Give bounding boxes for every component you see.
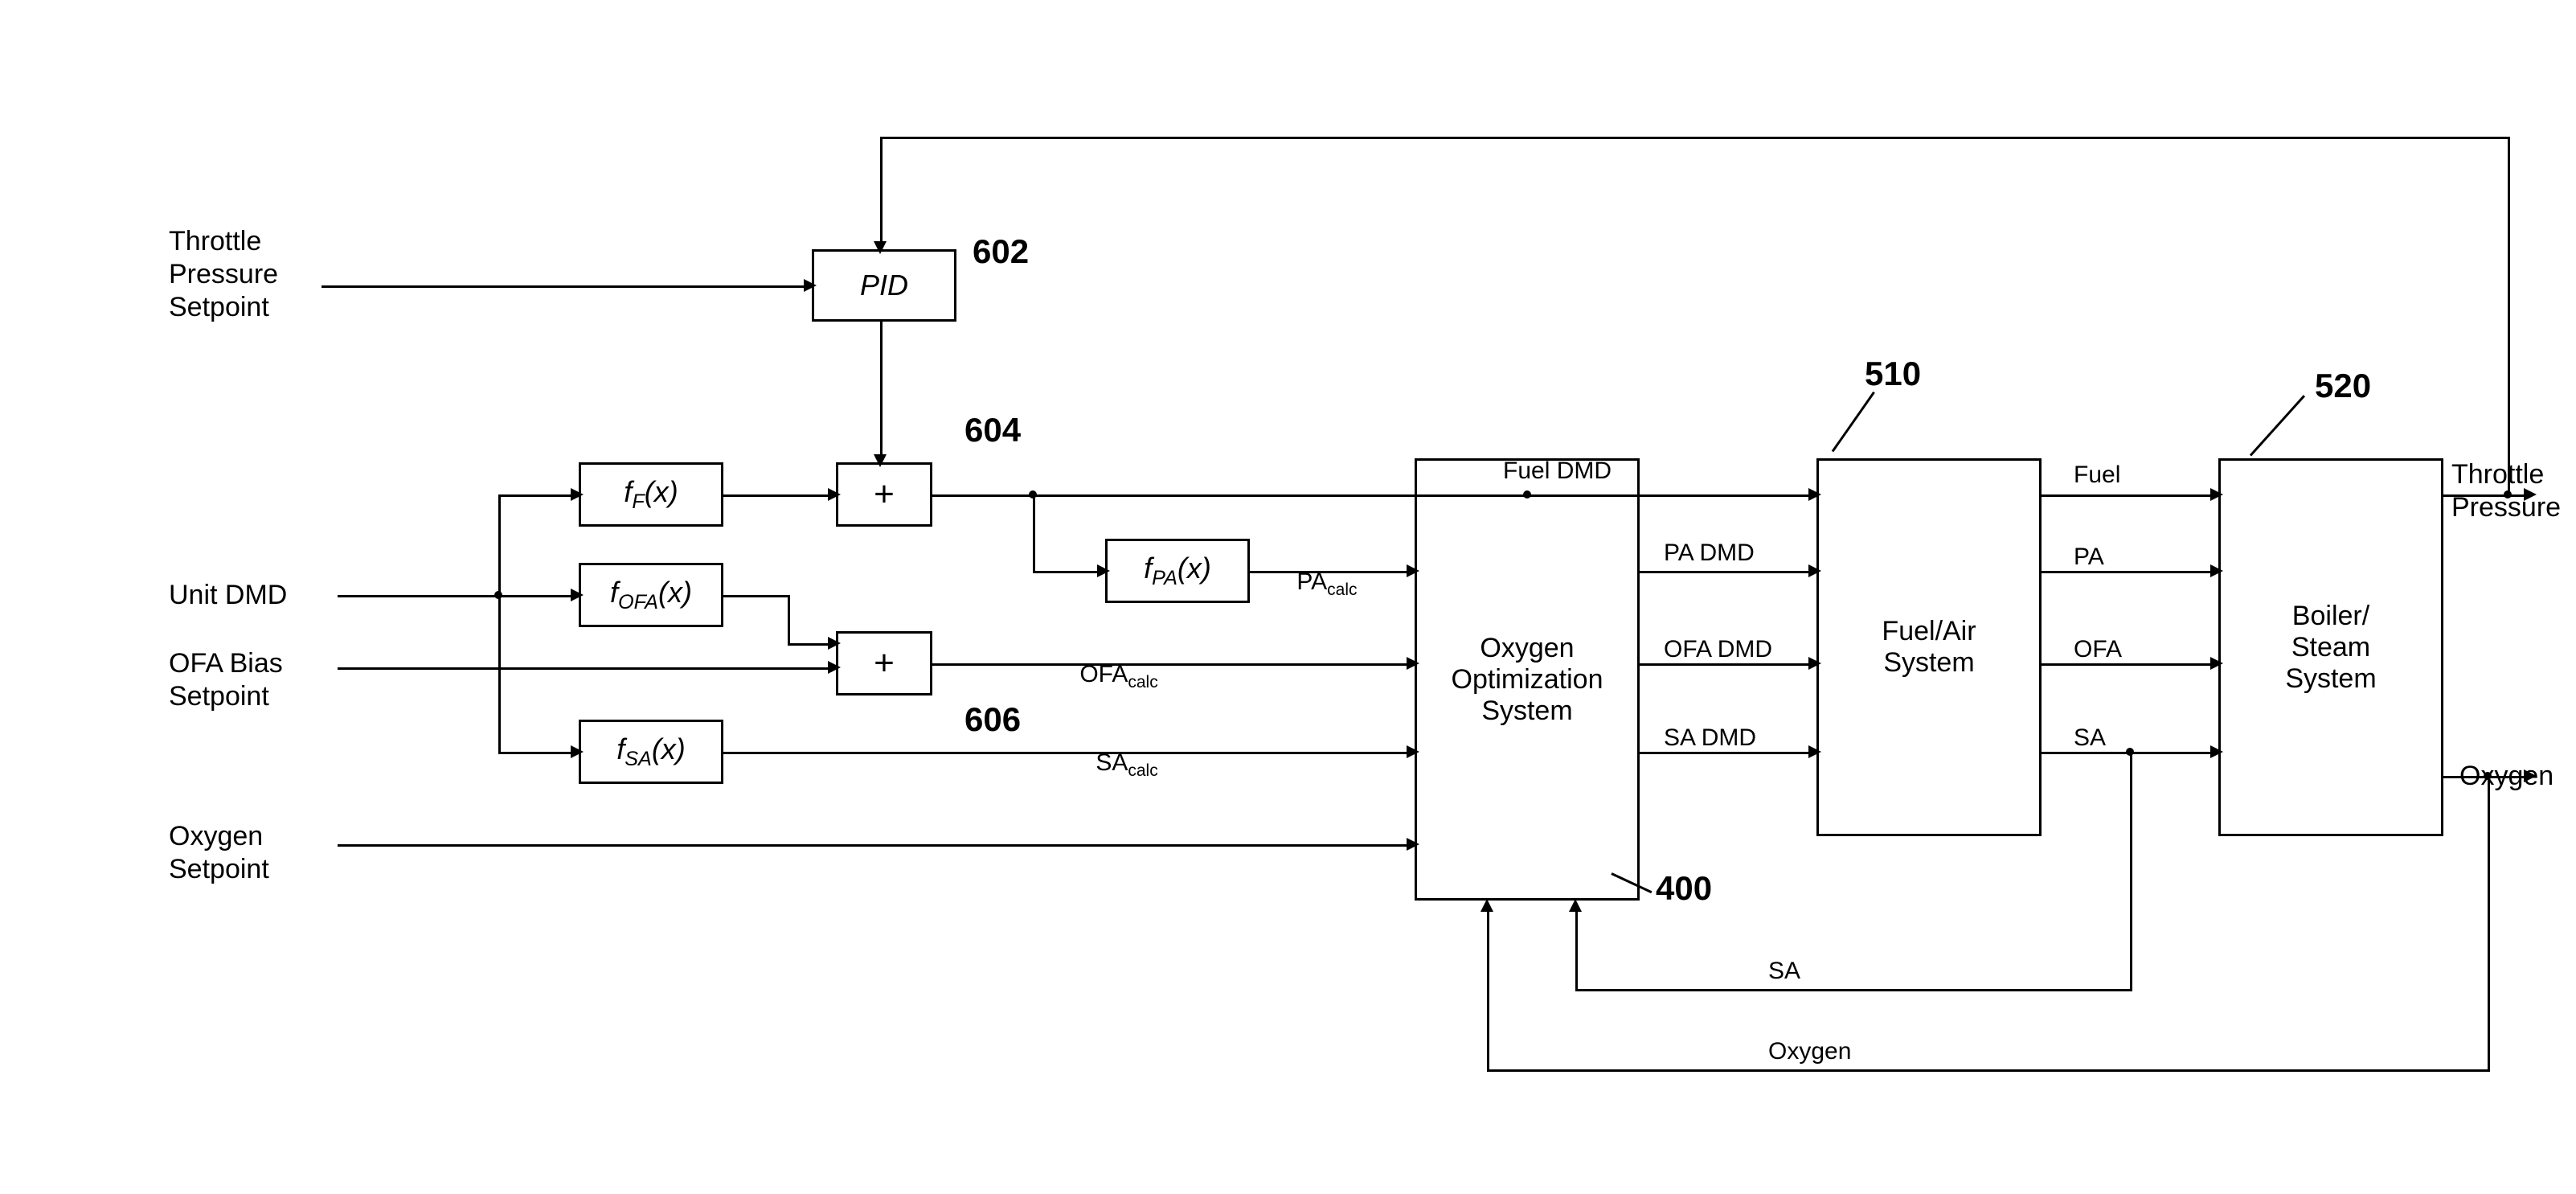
fuel-air-block: Fuel/Air System bbox=[1816, 458, 2042, 836]
f-ofa-label: fOFA(x) bbox=[610, 576, 692, 614]
pa-label: PA bbox=[2074, 543, 2104, 572]
oxygen-fb-label: Oxygen bbox=[1768, 1037, 1851, 1066]
fuel-dmd-label: Fuel DMD bbox=[1503, 457, 1612, 486]
ofa-bias-label: OFA Bias Setpoint bbox=[169, 647, 283, 713]
oxygen-setpoint-label: Oxygen Setpoint bbox=[169, 820, 269, 886]
sa-dmd-label: SA DMD bbox=[1664, 724, 1756, 753]
pid-label: PID bbox=[860, 269, 908, 302]
pa-dmd-label: PA DMD bbox=[1664, 539, 1755, 568]
f-pa-label: fPA(x) bbox=[1144, 552, 1211, 590]
boiler-ref-lead bbox=[2250, 395, 2305, 456]
sum2-label: + bbox=[874, 643, 895, 683]
f-pa-block: fPA(x) bbox=[1105, 539, 1250, 603]
oxygen-opt-ref: 400 bbox=[1656, 868, 1712, 909]
pid-ref: 602 bbox=[973, 232, 1029, 272]
fuel-air-label: Fuel/Air System bbox=[1882, 616, 1976, 679]
throttle-setpoint-label: Throttle Pressure Setpoint bbox=[169, 225, 278, 323]
sa-fb-label: SA bbox=[1768, 957, 1800, 986]
block-diagram: PID 602 fF(x) fOFA(x) fSA(x) + 604 + 606… bbox=[0, 0, 2576, 1194]
f-sa-block: fSA(x) bbox=[579, 720, 723, 784]
unit-dmd-label: Unit DMD bbox=[169, 579, 287, 612]
pid-block: PID bbox=[812, 249, 956, 322]
sa-label: SA bbox=[2074, 724, 2106, 753]
sum1-ref: 604 bbox=[964, 410, 1021, 450]
sum1-block: + bbox=[836, 462, 932, 527]
ofa-dmd-label: OFA DMD bbox=[1664, 635, 1772, 664]
f-sa-label: fSA(x) bbox=[616, 732, 686, 771]
fuel-air-ref: 510 bbox=[1865, 354, 1921, 394]
oxygen-opt-label: Oxygen Optimization System bbox=[1452, 633, 1603, 727]
boiler-label: Boiler/ Steam System bbox=[2285, 601, 2376, 695]
fuel-air-ref-lead bbox=[1832, 392, 1875, 452]
f-f-label: fF(x) bbox=[624, 475, 678, 514]
oxygen-opt-block: Oxygen Optimization System bbox=[1415, 458, 1640, 901]
ofa-label: OFA bbox=[2074, 635, 2122, 664]
sum2-block: + bbox=[836, 631, 932, 695]
boiler-ref: 520 bbox=[2315, 366, 2371, 406]
f-f-block: fF(x) bbox=[579, 462, 723, 527]
sum2-ref: 606 bbox=[964, 700, 1021, 740]
boiler-block: Boiler/ Steam System bbox=[2218, 458, 2443, 836]
ofa-calc-label: OFAcalc bbox=[1053, 631, 1158, 721]
pa-calc-label: PAcalc bbox=[1270, 539, 1358, 629]
fuel-label: Fuel bbox=[2074, 461, 2120, 490]
sa-calc-label: SAcalc bbox=[1069, 720, 1158, 810]
sum1-label: + bbox=[874, 474, 895, 515]
f-ofa-block: fOFA(x) bbox=[579, 563, 723, 627]
